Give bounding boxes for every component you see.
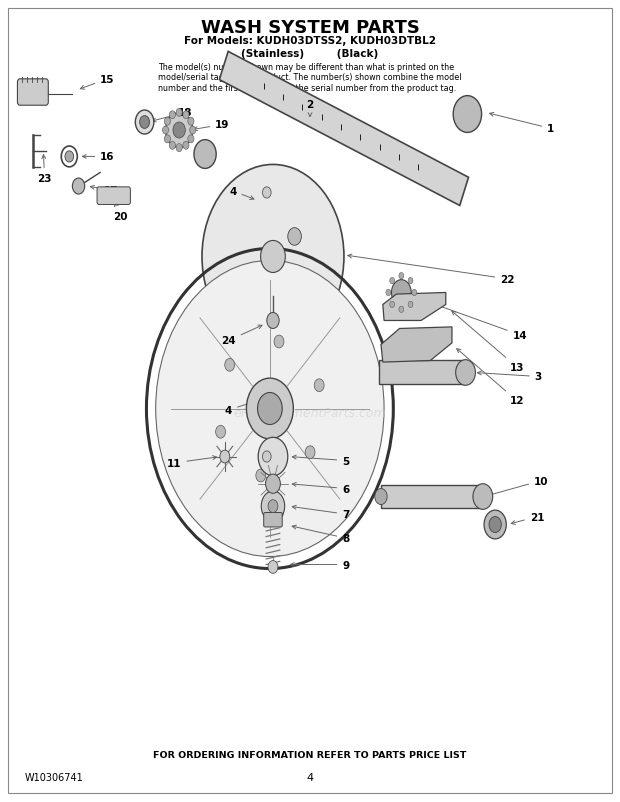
Text: 14: 14 bbox=[412, 296, 527, 341]
Text: 17: 17 bbox=[91, 186, 118, 196]
Circle shape bbox=[169, 111, 175, 119]
Circle shape bbox=[188, 136, 194, 144]
Circle shape bbox=[169, 142, 175, 150]
Circle shape bbox=[202, 165, 344, 349]
Text: 11: 11 bbox=[167, 456, 216, 468]
Circle shape bbox=[262, 452, 271, 463]
Text: eReplacementParts.com: eReplacementParts.com bbox=[234, 407, 386, 419]
Circle shape bbox=[262, 188, 271, 199]
Bar bbox=[381, 486, 483, 508]
Circle shape bbox=[408, 302, 413, 308]
Circle shape bbox=[265, 475, 280, 494]
Circle shape bbox=[453, 96, 482, 133]
Circle shape bbox=[246, 379, 293, 439]
FancyBboxPatch shape bbox=[97, 188, 130, 205]
Text: 12: 12 bbox=[457, 349, 524, 406]
Circle shape bbox=[267, 313, 279, 329]
Text: 5: 5 bbox=[292, 456, 350, 466]
Circle shape bbox=[176, 144, 182, 152]
Text: 16: 16 bbox=[82, 152, 115, 162]
Text: 24: 24 bbox=[221, 326, 262, 346]
Text: 19: 19 bbox=[193, 120, 229, 132]
Circle shape bbox=[256, 469, 266, 482]
Text: 22: 22 bbox=[348, 255, 515, 285]
Circle shape bbox=[220, 451, 230, 464]
Text: 4: 4 bbox=[229, 187, 254, 200]
Circle shape bbox=[375, 489, 387, 505]
Circle shape bbox=[288, 229, 301, 246]
Text: 6: 6 bbox=[292, 483, 350, 494]
Bar bbox=[219, 52, 469, 206]
Text: 1: 1 bbox=[490, 113, 554, 134]
Circle shape bbox=[156, 261, 384, 557]
Text: 2: 2 bbox=[306, 100, 314, 117]
Bar bbox=[379, 361, 466, 385]
Text: For Models: KUDH03DTSS2, KUDH03DTBL2: For Models: KUDH03DTSS2, KUDH03DTBL2 bbox=[184, 36, 436, 46]
Circle shape bbox=[489, 516, 502, 533]
Text: 20: 20 bbox=[113, 203, 127, 222]
Circle shape bbox=[216, 426, 226, 439]
Circle shape bbox=[386, 290, 391, 296]
Text: 9: 9 bbox=[290, 560, 349, 570]
Text: 8: 8 bbox=[292, 525, 350, 544]
Circle shape bbox=[268, 500, 278, 513]
Circle shape bbox=[164, 118, 171, 126]
Circle shape bbox=[399, 273, 404, 280]
Circle shape bbox=[162, 127, 169, 135]
Circle shape bbox=[305, 446, 315, 459]
Circle shape bbox=[183, 111, 189, 119]
Text: 4: 4 bbox=[306, 772, 314, 782]
FancyBboxPatch shape bbox=[264, 513, 282, 527]
Polygon shape bbox=[383, 293, 446, 321]
Circle shape bbox=[412, 290, 417, 296]
Circle shape bbox=[390, 278, 395, 285]
Circle shape bbox=[173, 123, 185, 139]
Circle shape bbox=[194, 140, 216, 169]
Circle shape bbox=[484, 511, 507, 539]
Circle shape bbox=[176, 109, 182, 117]
Circle shape bbox=[314, 379, 324, 392]
Circle shape bbox=[473, 484, 493, 510]
Polygon shape bbox=[381, 327, 452, 363]
Circle shape bbox=[261, 492, 285, 521]
Circle shape bbox=[275, 508, 283, 518]
Circle shape bbox=[456, 360, 476, 386]
Text: 7: 7 bbox=[292, 505, 350, 520]
FancyBboxPatch shape bbox=[17, 79, 48, 106]
Circle shape bbox=[190, 127, 196, 135]
Circle shape bbox=[258, 438, 288, 476]
Circle shape bbox=[188, 118, 194, 126]
Circle shape bbox=[135, 111, 154, 135]
Circle shape bbox=[391, 281, 411, 306]
Text: 21: 21 bbox=[512, 512, 544, 525]
Text: (Stainless)         (Black): (Stainless) (Black) bbox=[241, 50, 379, 59]
Circle shape bbox=[65, 152, 74, 163]
Text: W10306741: W10306741 bbox=[25, 772, 84, 782]
Circle shape bbox=[274, 336, 284, 349]
Circle shape bbox=[73, 179, 85, 195]
Text: FOR ORDERING INFORMATION REFER TO PARTS PRICE LIST: FOR ORDERING INFORMATION REFER TO PARTS … bbox=[153, 750, 467, 759]
Circle shape bbox=[408, 278, 413, 285]
Text: 10: 10 bbox=[488, 476, 549, 496]
Circle shape bbox=[390, 302, 395, 308]
Circle shape bbox=[164, 136, 171, 144]
Text: 15: 15 bbox=[81, 75, 115, 90]
Text: 4: 4 bbox=[225, 402, 254, 415]
Text: 18: 18 bbox=[152, 108, 192, 123]
Text: 23: 23 bbox=[37, 156, 52, 184]
Text: 3: 3 bbox=[477, 371, 542, 382]
Circle shape bbox=[166, 113, 193, 148]
Circle shape bbox=[257, 393, 282, 425]
Circle shape bbox=[140, 116, 149, 129]
Circle shape bbox=[399, 306, 404, 313]
Text: The model(s) number shown may be different than what is printed on the
model/ser: The model(s) number shown may be differe… bbox=[158, 63, 462, 93]
Circle shape bbox=[260, 241, 285, 273]
Text: WASH SYSTEM PARTS: WASH SYSTEM PARTS bbox=[200, 19, 420, 37]
Circle shape bbox=[268, 561, 278, 573]
Circle shape bbox=[225, 359, 234, 371]
Circle shape bbox=[183, 142, 189, 150]
Text: 13: 13 bbox=[452, 312, 524, 372]
